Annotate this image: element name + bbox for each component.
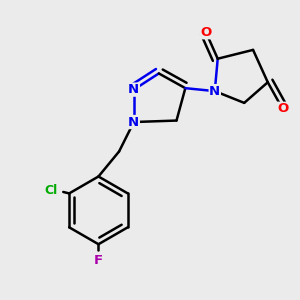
Text: N: N — [128, 116, 140, 128]
Text: F: F — [94, 254, 103, 267]
Text: N: N — [209, 85, 220, 98]
Text: O: O — [200, 26, 211, 39]
Text: N: N — [128, 83, 140, 96]
Text: Cl: Cl — [45, 184, 58, 197]
Text: O: O — [277, 102, 288, 115]
